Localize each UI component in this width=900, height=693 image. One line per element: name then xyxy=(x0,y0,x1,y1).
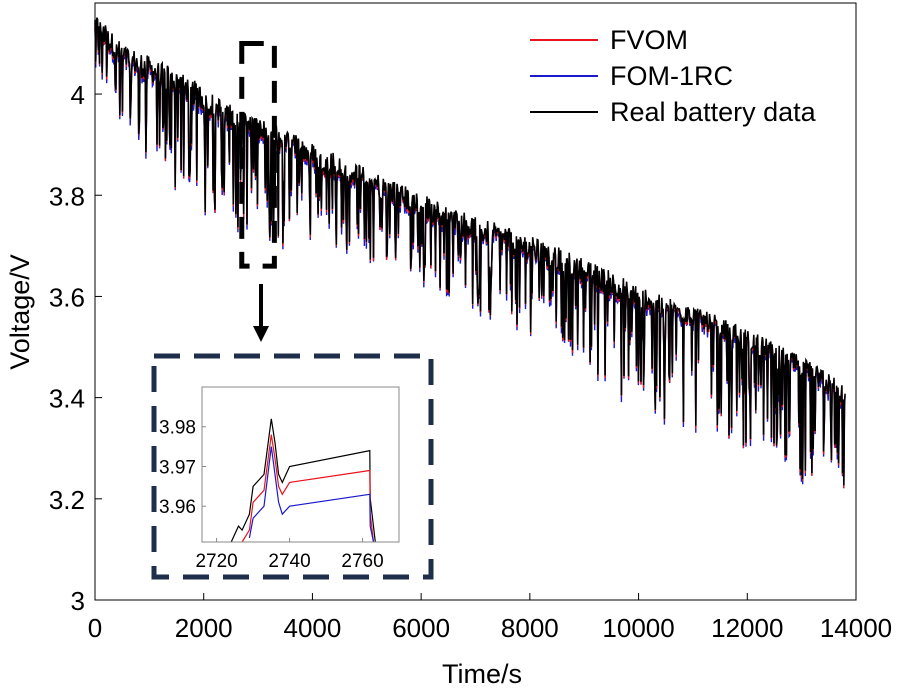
inset-line-fvom xyxy=(241,434,375,543)
x-tick-label: 2000 xyxy=(175,613,233,643)
y-tick-label: 3.2 xyxy=(49,485,85,515)
x-tick-label: 14000 xyxy=(820,613,892,643)
x-tick-label: 12000 xyxy=(711,613,783,643)
x-tick-label: 0 xyxy=(88,613,102,643)
y-tick-label: 3.4 xyxy=(49,384,85,414)
series-line-real-battery-data xyxy=(94,17,846,486)
x-tick-label: 4000 xyxy=(284,613,342,643)
inset-data-series xyxy=(230,418,376,543)
inset-plot-frame xyxy=(201,386,400,543)
y-tick-label: 4 xyxy=(71,80,85,110)
main-data-series xyxy=(94,17,846,489)
legend-label-fom-1rc: FOM-1RC xyxy=(610,61,733,91)
inset-zoom: 2720 2740 2760 3.96 3.97 3.98 xyxy=(151,353,434,580)
legend-label-fvom: FVOM xyxy=(610,25,688,55)
legend: FVOM FOM-1RC Real battery data xyxy=(530,25,817,127)
inset-x-tick-label: 2720 xyxy=(195,551,237,572)
zoom-arrow-head xyxy=(253,326,269,342)
x-tick-label: 10000 xyxy=(602,613,674,643)
plot-frame xyxy=(94,2,857,601)
inset-y-tick-label: 3.98 xyxy=(159,418,196,439)
inset-x-axis-ticks: 2720 2740 2760 xyxy=(195,538,384,572)
inset-y-axis-ticks: 3.96 3.97 3.98 xyxy=(159,418,206,518)
y-tick-label: 3.6 xyxy=(49,282,85,312)
y-axis-ticks: 3 3.2 3.4 3.6 3.8 4 xyxy=(49,80,102,616)
inset-line-real-battery-data xyxy=(230,418,376,543)
x-tick-label: 6000 xyxy=(392,613,450,643)
inset-x-tick-label: 2760 xyxy=(341,551,383,572)
y-tick-label: 3 xyxy=(71,586,85,616)
x-axis-title: Time/s xyxy=(442,659,522,689)
inset-x-tick-label: 2740 xyxy=(268,551,310,572)
y-axis-title: Voltage/V xyxy=(5,254,35,370)
y-tick-label: 3.8 xyxy=(49,181,85,211)
x-axis-ticks: 0 2000 4000 6000 8000 10000 12000 14000 xyxy=(88,593,892,643)
inset-line-fom-1rc xyxy=(248,446,375,543)
inset-y-tick-label: 3.97 xyxy=(159,457,196,478)
inset-y-tick-label: 3.96 xyxy=(159,497,196,518)
legend-label-real-battery-data: Real battery data xyxy=(610,97,817,127)
x-tick-label: 8000 xyxy=(501,613,559,643)
zoom-highlight-box xyxy=(239,40,277,269)
